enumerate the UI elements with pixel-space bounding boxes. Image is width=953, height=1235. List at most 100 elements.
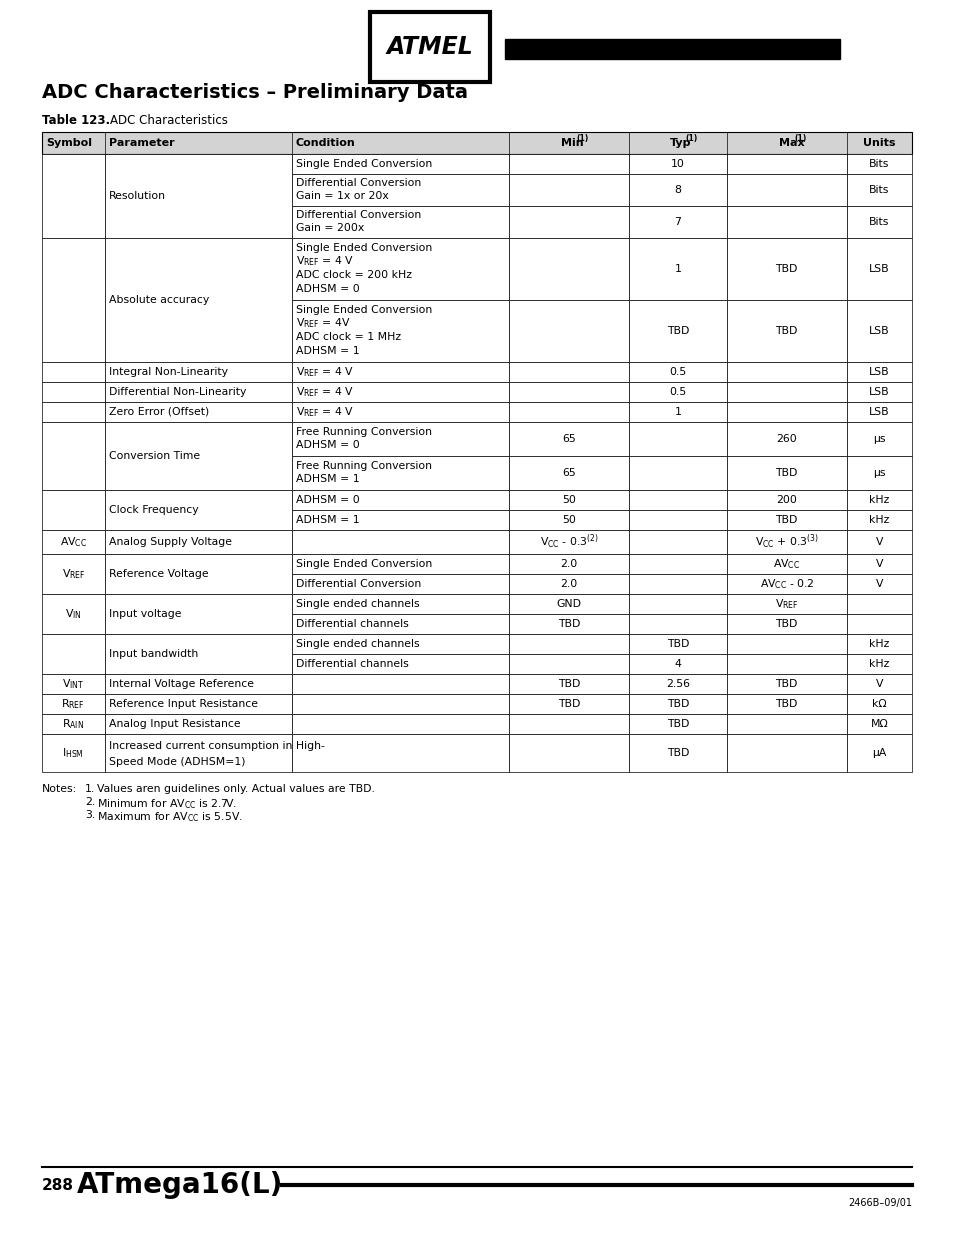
Text: 8: 8	[674, 185, 680, 195]
Text: Analog Input Resistance: Analog Input Resistance	[109, 719, 240, 729]
Text: LSB: LSB	[868, 264, 889, 274]
Text: ADHSM = 0: ADHSM = 0	[295, 284, 359, 294]
Text: AV$_\mathregular{CC}$ - 0.2: AV$_\mathregular{CC}$ - 0.2	[759, 577, 813, 590]
Bar	[42, 403, 105, 422]
Text: GND: GND	[557, 599, 581, 609]
Bar	[629, 510, 726, 530]
Text: 1: 1	[674, 264, 680, 274]
Bar	[846, 456, 911, 490]
Bar	[105, 714, 292, 734]
Bar	[292, 238, 509, 300]
Bar	[846, 634, 911, 655]
Bar	[846, 174, 911, 206]
Text: V$_\mathregular{INT}$: V$_\mathregular{INT}$	[62, 677, 84, 690]
Text: V$_\mathregular{CC}$ - 0.3$^{(2)}$: V$_\mathregular{CC}$ - 0.3$^{(2)}$	[539, 532, 598, 551]
Text: V$_\mathregular{REF}$: V$_\mathregular{REF}$	[62, 567, 85, 580]
Bar	[292, 555, 509, 574]
Bar	[629, 714, 726, 734]
Bar	[42, 530, 105, 555]
Bar	[105, 694, 292, 714]
Text: 2.0: 2.0	[560, 579, 578, 589]
Bar	[509, 555, 629, 574]
Bar	[629, 382, 726, 403]
Text: TBD: TBD	[666, 326, 688, 336]
Text: Reference Voltage: Reference Voltage	[109, 569, 208, 579]
Text: ADC clock = 200 kHz: ADC clock = 200 kHz	[295, 270, 412, 280]
Bar	[509, 574, 629, 594]
Bar	[292, 490, 509, 510]
Bar	[509, 510, 629, 530]
Bar	[509, 674, 629, 694]
Bar	[42, 674, 105, 694]
Bar	[629, 300, 726, 362]
Text: Differential channels: Differential channels	[295, 619, 408, 629]
Bar	[292, 154, 509, 174]
Text: 65: 65	[561, 468, 576, 478]
Text: 2.0: 2.0	[560, 559, 578, 569]
Text: 50: 50	[561, 515, 576, 525]
Bar	[726, 655, 846, 674]
Text: Clock Frequency: Clock Frequency	[109, 505, 198, 515]
Text: Bits: Bits	[868, 185, 888, 195]
Bar	[292, 362, 509, 382]
Bar	[292, 422, 509, 456]
Bar	[292, 694, 509, 714]
Text: Max: Max	[778, 138, 803, 148]
Bar	[42, 734, 105, 772]
Bar	[509, 238, 629, 300]
Bar	[509, 403, 629, 422]
Text: μs: μs	[872, 468, 884, 478]
Text: TBD: TBD	[775, 699, 797, 709]
Bar	[509, 206, 629, 238]
Bar	[629, 655, 726, 674]
Bar	[105, 634, 292, 674]
Text: V$_\mathregular{REF}$ = 4V: V$_\mathregular{REF}$ = 4V	[295, 316, 350, 330]
Text: 10: 10	[670, 159, 684, 169]
Bar	[509, 655, 629, 674]
Bar	[105, 734, 292, 772]
Bar	[42, 714, 105, 734]
Text: Integral Non-Linearity: Integral Non-Linearity	[109, 367, 228, 377]
Text: Differential Conversion: Differential Conversion	[295, 178, 420, 188]
Bar	[846, 382, 911, 403]
Text: Single ended channels: Single ended channels	[295, 599, 419, 609]
Bar	[846, 238, 911, 300]
Text: Minimum for AV$_\mathregular{CC}$ is 2.7V.: Minimum for AV$_\mathregular{CC}$ is 2.7…	[97, 797, 237, 811]
Text: ADC Characteristics – Preliminary Data: ADC Characteristics – Preliminary Data	[42, 84, 468, 103]
Text: (1): (1)	[794, 133, 805, 142]
Text: Table 123.: Table 123.	[42, 114, 110, 126]
Bar	[509, 614, 629, 634]
Text: 1.: 1.	[85, 784, 95, 794]
Text: TBD: TBD	[775, 468, 797, 478]
Text: 1: 1	[674, 408, 680, 417]
Bar	[42, 238, 105, 362]
Text: ADC Characteristics: ADC Characteristics	[110, 114, 228, 126]
Bar	[509, 634, 629, 655]
Bar	[846, 300, 911, 362]
Bar	[726, 694, 846, 714]
Bar	[292, 300, 509, 362]
Text: TBD: TBD	[558, 619, 579, 629]
Bar	[105, 362, 292, 382]
Text: MΩ: MΩ	[869, 719, 887, 729]
Text: Single ended channels: Single ended channels	[295, 638, 419, 650]
Text: Gain = 1x or 20x: Gain = 1x or 20x	[295, 190, 388, 201]
Text: ADHSM = 1: ADHSM = 1	[295, 474, 359, 484]
Bar	[846, 362, 911, 382]
Text: 260: 260	[776, 433, 797, 445]
Text: TBD: TBD	[775, 515, 797, 525]
Bar	[846, 694, 911, 714]
Bar	[509, 422, 629, 456]
Bar	[726, 734, 846, 772]
Text: 200: 200	[776, 495, 797, 505]
Text: I$_\mathregular{HSM}$: I$_\mathregular{HSM}$	[62, 746, 84, 760]
Text: Symbol: Symbol	[46, 138, 91, 148]
Bar	[846, 734, 911, 772]
Bar	[292, 456, 509, 490]
Bar	[292, 674, 509, 694]
Text: R$_\mathregular{AIN}$: R$_\mathregular{AIN}$	[62, 718, 84, 731]
Text: V$_\mathregular{REF}$ = 4 V: V$_\mathregular{REF}$ = 4 V	[295, 385, 354, 399]
Text: 2.56: 2.56	[665, 679, 689, 689]
Text: μA: μA	[871, 748, 885, 758]
Text: V: V	[875, 679, 882, 689]
